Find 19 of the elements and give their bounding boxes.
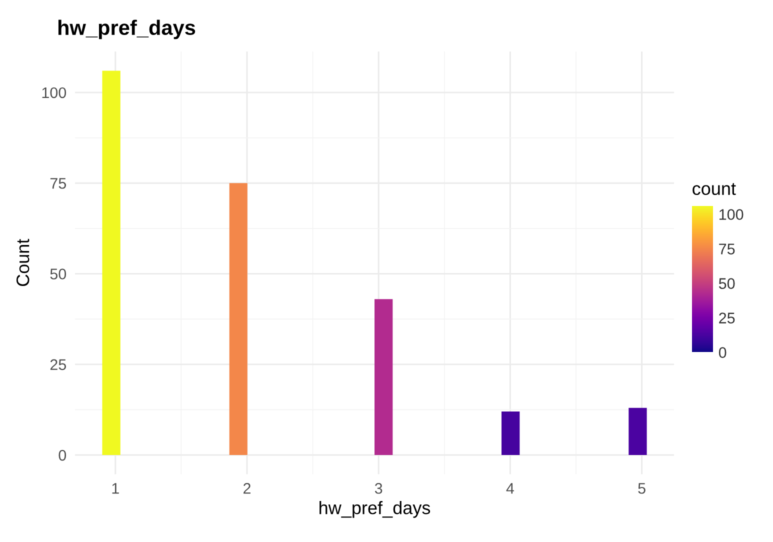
color-bar-label: 75	[719, 244, 735, 254]
chart-title: hw_pref_days	[58, 20, 196, 40]
x-axis-title: hw_pref_days	[320, 500, 430, 518]
color-bar-label: 0	[718, 347, 726, 358]
color-bar-label: 100	[720, 209, 744, 220]
color-bar-label: 25	[719, 312, 735, 324]
x-tick-label: 3	[374, 482, 382, 494]
y-tick-label: 75	[50, 178, 66, 189]
y-tick-label: 100	[42, 87, 66, 98]
x-tick-label: 1	[112, 483, 119, 494]
x-tick-label: 2	[244, 482, 250, 494]
color-bar-label: 50	[718, 278, 735, 289]
x-tick-label: 5	[638, 483, 646, 494]
y-tick-label: 50	[50, 268, 66, 280]
color-bar-title: count	[692, 183, 736, 196]
y-axis-title: Count	[16, 238, 30, 286]
x-tick-label: 4	[506, 483, 514, 494]
y-tick-label: 0	[58, 450, 66, 461]
y-tick-label: 25	[50, 359, 66, 370]
